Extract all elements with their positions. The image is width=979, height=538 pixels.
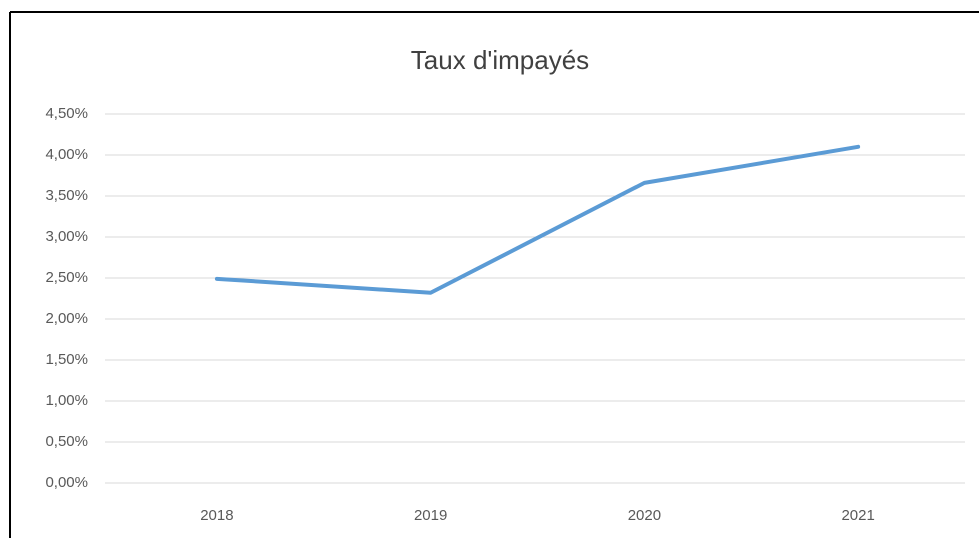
y-tick-label: 4,50% xyxy=(45,105,88,122)
x-tick-label: 2020 xyxy=(628,507,661,524)
y-tick-label: 2,50% xyxy=(45,269,88,286)
y-tick-label: 2,00% xyxy=(45,310,88,327)
x-tick-label: 2019 xyxy=(414,507,447,524)
y-tick-label: 4,00% xyxy=(45,146,88,163)
line xyxy=(214,144,861,295)
chart-title: Taux d'impayés xyxy=(411,45,589,75)
y-tick-label: 0,00% xyxy=(45,474,88,491)
y-tick-label: 3,00% xyxy=(45,228,88,245)
y-tick-label: 1,50% xyxy=(45,351,88,368)
y-tick-label: 3,50% xyxy=(45,187,88,204)
x-tick-label: 2021 xyxy=(841,507,874,524)
y-tick-label: 1,00% xyxy=(45,392,88,409)
x-tick-label: 2018 xyxy=(200,507,233,524)
y-tick-label: 0,50% xyxy=(45,433,88,450)
